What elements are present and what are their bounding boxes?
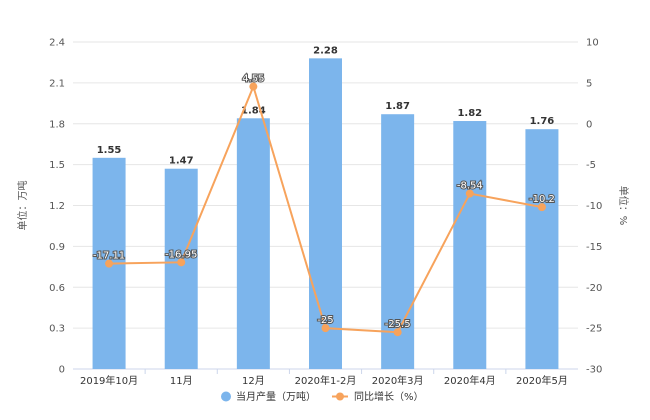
right-tick-label: -30	[586, 365, 602, 376]
line-point	[177, 258, 186, 267]
bar-data-label: 1.76	[530, 116, 555, 127]
bar-data-label: 1.55	[97, 145, 122, 156]
line-series	[105, 82, 546, 337]
right-tick-label: -15	[586, 242, 602, 253]
right-tick-label: 5	[586, 78, 592, 89]
right-tick-label: 0	[586, 119, 592, 130]
category-label: 2020年4月	[444, 374, 496, 387]
legend-bar-label: 当月产量（万吨）	[236, 390, 316, 403]
line-point	[393, 328, 402, 337]
category-labels: 2019年10月 11月 12月 2020年1-2月 2020年3月 2020年4月 202…	[80, 374, 568, 387]
bar-data-label: 1.82	[457, 108, 482, 119]
left-tick-label: 2.1	[49, 78, 65, 89]
category-label: 2020年3月	[372, 374, 424, 387]
category-label: 12月	[242, 375, 265, 387]
left-tick-label: 1.8	[49, 119, 65, 130]
category-label: 11月	[170, 375, 193, 387]
left-tick-label: 0	[59, 365, 65, 376]
bar	[453, 121, 487, 370]
line-point	[321, 324, 330, 333]
right-axis-title: 单位：%	[617, 186, 630, 226]
line-data-label: -16.95	[165, 249, 197, 260]
line-point	[537, 203, 546, 212]
left-tick-label: 1.2	[49, 201, 65, 212]
legend-line-label: 同比增长（%）	[354, 390, 424, 403]
line-point	[465, 189, 474, 198]
right-tick-label: 10	[586, 38, 599, 49]
left-tick-label: 0.3	[49, 324, 65, 335]
legend-line-dot	[336, 392, 344, 401]
bar	[525, 129, 559, 369]
legend: 当月产量（万吨） 同比增长（%）	[221, 390, 424, 403]
bar	[381, 114, 415, 370]
line-data-label: -25	[317, 315, 333, 326]
line-data-labels: -17.11 -16.95 4.55 -25 -25.5 -8.54 -10.2	[92, 73, 556, 332]
left-tick-label: 2.4	[49, 38, 65, 49]
line-point	[105, 259, 114, 268]
bar-data-label: 2.28	[313, 45, 338, 56]
bar-data-labels: 1.55 1.47 1.84 2.28 1.87 1.82 1.76	[97, 45, 555, 166]
bar	[309, 58, 342, 369]
right-tick-label: -20	[586, 283, 602, 294]
right-tick-label: -25	[586, 324, 602, 335]
category-label: 2020年1-2月	[295, 374, 357, 387]
bar-data-label: 1.84	[241, 105, 266, 116]
axis-titles: 单位：万吨 单位：%	[16, 181, 630, 231]
left-tick-label: 1.5	[49, 160, 65, 171]
right-tick-label: -10	[586, 201, 602, 212]
right-axis-ticks: -30 -25 -20 -15 -10 -5 0 5 10	[586, 38, 602, 376]
line-data-label: 4.55	[242, 74, 264, 85]
left-axis-ticks: 0 0.3 0.6 0.9 1.2 1.5 1.8 2.1 2.4	[49, 38, 65, 376]
bar	[236, 118, 270, 369]
category-label: 2020年5月	[516, 374, 568, 387]
legend-bar-marker	[221, 391, 231, 402]
line-data-label: -10.2	[529, 194, 555, 205]
left-tick-label: 0.6	[49, 283, 65, 294]
line-data-label: -25.5	[385, 319, 411, 330]
left-tick-label: 0.9	[49, 242, 65, 253]
bar-data-label: 1.87	[385, 101, 410, 112]
line-data-label: -8.54	[457, 181, 483, 192]
left-axis-title: 单位：万吨	[16, 181, 29, 231]
bar	[164, 168, 198, 369]
line-point	[249, 82, 258, 91]
line-data-label: -17.11	[93, 251, 125, 262]
bar-data-label: 1.47	[169, 156, 194, 167]
category-label: 2019年10月	[80, 374, 138, 387]
right-tick-label: -5	[586, 160, 596, 171]
